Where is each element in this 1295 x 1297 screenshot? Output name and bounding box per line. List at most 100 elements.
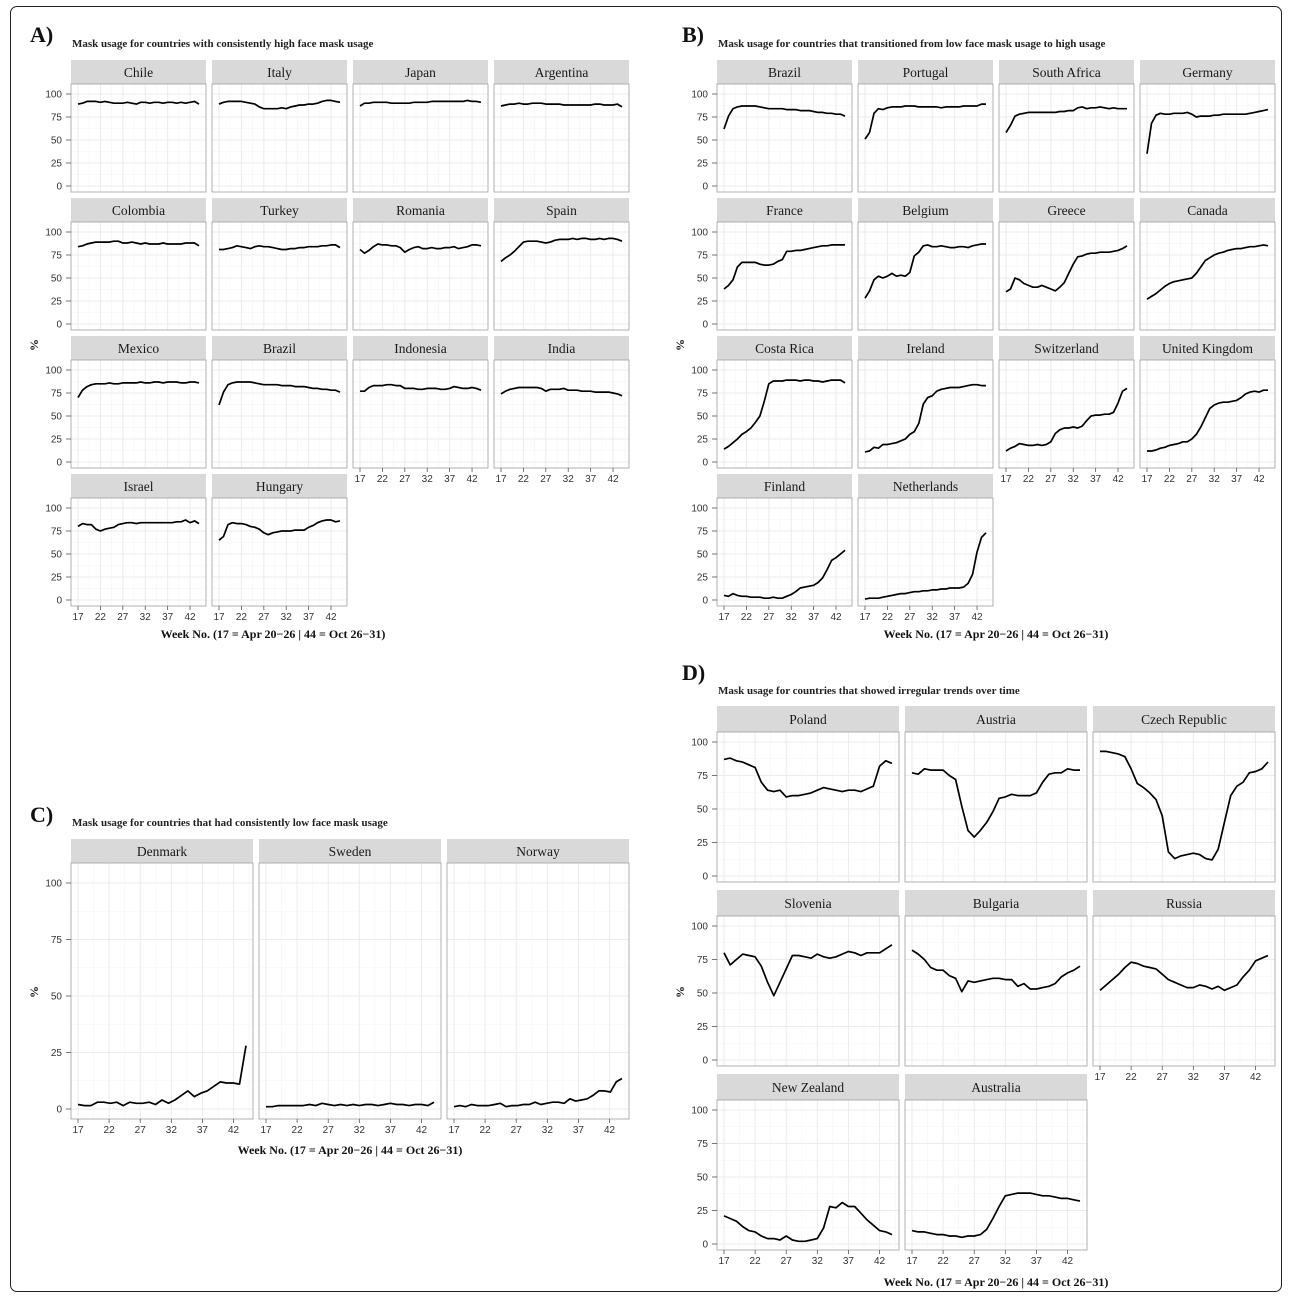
facet-border xyxy=(1139,221,1276,331)
facet-plot-area xyxy=(71,222,206,330)
facet-plot-area xyxy=(1140,84,1275,192)
facet-border xyxy=(211,221,348,331)
facet-strip-label: Canada xyxy=(1187,203,1227,218)
facet-strip xyxy=(905,706,1087,732)
x-tick-label: 22 xyxy=(104,1125,116,1136)
facet-strip-label: Czech Republic xyxy=(1141,712,1227,727)
series-line-mexico xyxy=(77,381,200,399)
facet-strip xyxy=(212,60,347,84)
x-tick-label: 42 xyxy=(607,474,619,485)
y-tick-label: 50 xyxy=(697,550,709,561)
series-line-portugal xyxy=(864,103,986,140)
y-axis-title: % xyxy=(673,339,687,351)
facet-sweden: Sweden xyxy=(258,839,442,1120)
facet-plot-area xyxy=(717,360,852,468)
y-tick-label: 75 xyxy=(697,527,709,538)
facet-strip xyxy=(71,60,206,84)
facet-strip xyxy=(717,60,852,84)
x-axis-title: Week No. (17 = Apr 20−26 | 44 = Oct 26−3… xyxy=(161,627,386,641)
x-tick-label: 17 xyxy=(495,474,507,485)
series-line-russia xyxy=(1099,954,1269,992)
facet-canada: Canada xyxy=(1139,198,1276,331)
facet-border xyxy=(716,731,900,883)
y-tick-label: 75 xyxy=(51,389,63,400)
x-tick-label: 17 xyxy=(448,1125,460,1136)
facet-strip-label: Greece xyxy=(1047,203,1085,218)
facet-strip xyxy=(71,336,206,360)
x-tick-label: 32 xyxy=(140,612,152,623)
y-tick-label: 25 xyxy=(51,297,63,308)
facet-strip xyxy=(1140,60,1275,84)
series-line-india xyxy=(500,386,623,397)
x-tick-label: 22 xyxy=(1164,474,1176,485)
series-line-switzerland xyxy=(1005,387,1128,452)
facet-border xyxy=(716,915,900,1067)
facet-strip xyxy=(858,60,993,84)
series-line-japan xyxy=(359,99,482,107)
facet-strip xyxy=(717,890,899,916)
facet-costa-rica: Costa Rica 0 25 50 75 100 xyxy=(691,336,853,469)
y-tick-label: 75 xyxy=(697,1139,709,1150)
series-line-denmark xyxy=(77,1045,247,1107)
facet-border xyxy=(716,83,853,193)
facet-plot-area xyxy=(494,84,629,192)
facet-strip-label: Russia xyxy=(1166,896,1202,911)
facet-plot-area xyxy=(905,1100,1087,1250)
facet-russia: Russia xyxy=(1092,890,1276,1067)
facet-strip xyxy=(858,474,993,498)
x-tick-label: 27 xyxy=(511,1125,523,1136)
facet-strip-label: Israel xyxy=(124,479,154,494)
facet-plot-area xyxy=(999,360,1134,468)
y-tick-label: 0 xyxy=(56,596,62,607)
panel-title: Mask usage for countries that transition… xyxy=(718,38,1105,50)
x-tick-label: 27 xyxy=(904,612,916,623)
facet-border xyxy=(352,359,489,469)
x-tick-label: 27 xyxy=(1186,474,1198,485)
series-line-sweden xyxy=(266,1101,435,1108)
facet-border xyxy=(446,862,630,1120)
x-tick-label: 37 xyxy=(949,612,961,623)
x-tick-label: 32 xyxy=(1209,474,1221,485)
y-axis-title: % xyxy=(27,986,41,998)
facet-border xyxy=(857,359,994,469)
x-tick-label: 37 xyxy=(1231,474,1243,485)
facet-strip-label: United Kingdom xyxy=(1162,341,1254,356)
series-line-israel xyxy=(77,519,200,532)
y-tick-label: 25 xyxy=(51,435,63,446)
facet-border xyxy=(352,83,489,193)
facet-bulgaria: Bulgaria xyxy=(904,890,1088,1067)
x-tick-label: 22 xyxy=(1023,474,1035,485)
series-line-brazil xyxy=(218,381,341,406)
facet-israel: Israel 0 25 50 75 100 xyxy=(45,474,207,607)
facet-border xyxy=(904,731,1088,883)
y-tick-label: 25 xyxy=(697,838,709,849)
panel-title: Mask usage for countries that had consis… xyxy=(72,817,388,829)
y-tick-label: 75 xyxy=(51,113,63,124)
y-tick-label: 0 xyxy=(702,596,708,607)
y-tick-label: 50 xyxy=(51,992,63,1003)
x-tick-label: 42 xyxy=(325,612,337,623)
x-tick-label: 17 xyxy=(906,1256,918,1267)
x-tick-label: 27 xyxy=(258,612,270,623)
x-tick-label: 27 xyxy=(1045,474,1057,485)
x-tick-label: 22 xyxy=(1126,1072,1138,1083)
x-tick-label: 17 xyxy=(1094,1072,1106,1083)
facet-border xyxy=(857,83,994,193)
x-tick-label: 17 xyxy=(718,612,730,623)
facet-finland: Finland 0 25 50 75 100 xyxy=(691,474,853,607)
facet-strip xyxy=(212,474,347,498)
facet-border xyxy=(716,221,853,331)
facet-strip xyxy=(71,474,206,498)
facet-mexico: Mexico 0 25 50 75 100 xyxy=(45,336,207,469)
facet-border xyxy=(70,497,207,607)
facet-strip-label: Austria xyxy=(976,712,1016,727)
y-tick-label: 100 xyxy=(691,90,708,101)
facet-border xyxy=(70,83,207,193)
facet-border xyxy=(70,221,207,331)
y-tick-label: 50 xyxy=(51,136,63,147)
x-tick-label: 37 xyxy=(585,474,597,485)
x-tick-label: 32 xyxy=(281,612,293,623)
facet-japan: Japan xyxy=(352,60,489,193)
facet-strip-label: Portugal xyxy=(903,65,949,80)
y-tick-label: 50 xyxy=(51,550,63,561)
